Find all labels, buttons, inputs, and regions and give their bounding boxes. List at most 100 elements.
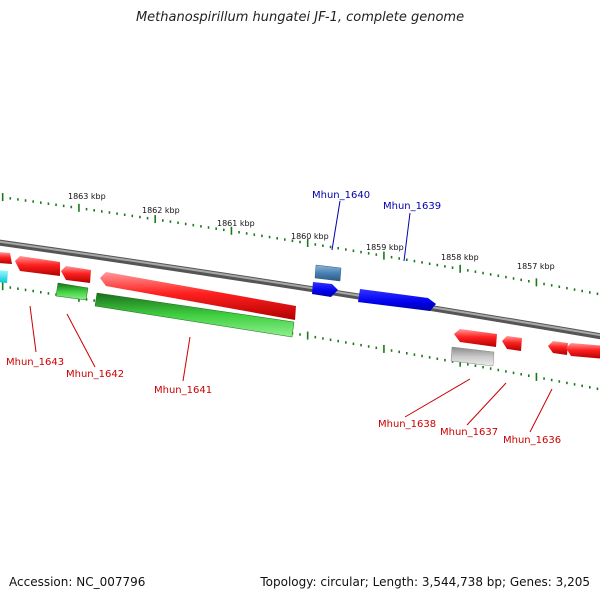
- minor-tick: [390, 255, 393, 259]
- minor-tick: [573, 383, 576, 386]
- minor-tick: [566, 286, 568, 290]
- gene-mhun-1638-block[interactable]: [454, 329, 497, 347]
- minor-tick: [70, 205, 73, 209]
- minor-tick: [238, 231, 240, 234]
- gene-mhun-1642[interactable]: [55, 282, 89, 301]
- major-tick: [459, 264, 461, 273]
- major-tick: [154, 215, 156, 224]
- minor-tick: [9, 197, 12, 200]
- minor-tick: [146, 216, 149, 220]
- minor-tick: [85, 207, 88, 211]
- minor-tick: [528, 374, 530, 377]
- major-tick: [306, 238, 309, 247]
- minor-tick: [375, 253, 378, 256]
- scale-label: 1859 kbp: [366, 243, 404, 252]
- minor-tick: [512, 277, 515, 280]
- major-tick: [383, 251, 385, 260]
- minor-tick: [482, 365, 484, 369]
- minor-tick: [337, 339, 339, 343]
- minor-tick: [543, 282, 545, 286]
- minor-tick: [489, 273, 492, 276]
- gene-label-mhun-1641: Mhun_1641: [154, 385, 212, 396]
- minor-tick: [47, 202, 50, 205]
- minor-tick: [367, 252, 370, 255]
- minor-tick: [581, 289, 583, 293]
- gene-mhun-1637[interactable]: [502, 336, 522, 351]
- minor-tick: [299, 333, 301, 336]
- minor-tick: [177, 221, 179, 225]
- minor-tick: [406, 258, 408, 262]
- minor-tick: [436, 263, 439, 267]
- minor-tick: [398, 257, 400, 260]
- gene-mhun-1641-red[interactable]: [100, 272, 296, 320]
- minor-tick: [589, 386, 591, 389]
- gene-label-mhun-1640: Mhun_1640: [312, 190, 370, 201]
- minor-tick: [489, 367, 492, 370]
- minor-tick: [421, 354, 423, 358]
- minor-tick: [329, 245, 332, 249]
- minor-tick: [436, 357, 439, 361]
- minor-tick: [360, 343, 362, 347]
- minor-tick: [520, 373, 522, 376]
- gene-cyan-partial[interactable]: [0, 270, 8, 283]
- minor-tick: [17, 198, 19, 201]
- minor-tick: [291, 239, 294, 243]
- scale-label: 1862 kbp: [142, 206, 180, 215]
- minor-tick: [329, 338, 332, 342]
- leader-lines: [29, 200, 553, 433]
- minor-tick: [375, 346, 378, 350]
- minor-tick: [398, 350, 400, 354]
- gene-mhun-1640-arrow[interactable]: [312, 282, 338, 297]
- minor-tick: [268, 235, 271, 239]
- minor-tick: [32, 289, 34, 293]
- minor-tick: [40, 290, 42, 294]
- minor-tick: [520, 278, 522, 282]
- genome-summary-text: Topology: circular; Length: 3,544,738 bp…: [260, 575, 590, 589]
- gene-red-partial-right[interactable]: [566, 343, 600, 359]
- gene-mhun-1640[interactable]: [314, 264, 342, 282]
- minor-tick: [428, 262, 431, 265]
- gene-mhun-1639[interactable]: [358, 289, 436, 311]
- minor-tick: [474, 270, 477, 273]
- gene-red-partial-left[interactable]: [0, 252, 12, 264]
- minor-tick: [24, 199, 27, 202]
- gene-mhun-1642-block[interactable]: [61, 266, 91, 283]
- minor-tick: [192, 223, 195, 227]
- minor-tick: [528, 279, 530, 283]
- minor-tick: [558, 380, 561, 383]
- minor-tick: [32, 200, 34, 203]
- minor-tick: [223, 228, 225, 232]
- minor-tick: [543, 377, 545, 380]
- minor-tick: [162, 219, 164, 222]
- minor-tick: [116, 212, 118, 215]
- minor-tick: [421, 261, 423, 264]
- minor-tick: [444, 358, 446, 362]
- minor-tick: [108, 211, 111, 214]
- minor-tick: [596, 387, 599, 391]
- minor-tick: [512, 371, 515, 375]
- genome-title: Methanospirillum hungatei JF-1, complete…: [135, 10, 465, 25]
- minor-tick: [93, 299, 95, 302]
- minor-tick: [550, 284, 553, 287]
- scale-label: 1860 kbp: [291, 232, 329, 241]
- minor-tick: [62, 204, 65, 208]
- minor-tick: [497, 274, 500, 278]
- minor-tick: [85, 298, 88, 301]
- gene-mhun-1641[interactable]: [94, 292, 295, 338]
- gene-mhun-1636[interactable]: [548, 341, 568, 355]
- minor-tick: [123, 213, 126, 217]
- minor-tick: [467, 269, 469, 272]
- gene-mhun-1638[interactable]: [450, 346, 495, 367]
- minor-tick: [451, 360, 454, 363]
- upper-scale-ticks: [1, 193, 599, 296]
- gene-label-mhun-1639: Mhun_1639: [383, 201, 441, 212]
- minor-tick: [390, 349, 393, 352]
- minor-tick: [314, 335, 317, 339]
- minor-tick: [184, 222, 187, 226]
- minor-tick: [566, 381, 568, 385]
- minor-tick: [24, 288, 27, 292]
- gene-mhun-1643-block[interactable]: [15, 256, 60, 276]
- minor-tick: [352, 249, 355, 253]
- minor-tick: [596, 292, 599, 296]
